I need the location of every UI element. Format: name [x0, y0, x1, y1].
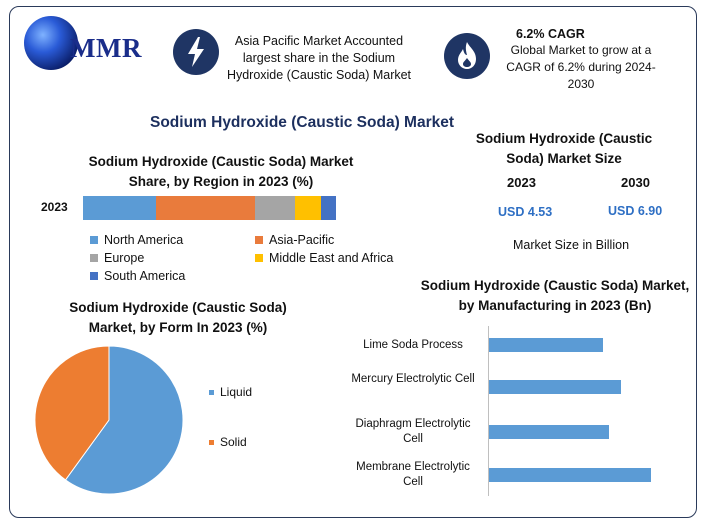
- market-size-unit: Market Size in Billion: [513, 238, 630, 252]
- manufacturing-bar: [489, 425, 609, 439]
- pie-slice-solid: [34, 345, 110, 481]
- market-size-title: Sodium Hydroxide (Caustic Soda) Market S…: [475, 131, 653, 166]
- cagr-title: 6.2% CAGR: [516, 27, 585, 41]
- legend-swatch: [209, 439, 214, 445]
- region-bar-segment-south-america: [320, 196, 336, 220]
- pie-slice-liquid: [64, 345, 184, 495]
- form-pie-chart: [34, 345, 184, 495]
- legend-swatch: [90, 236, 98, 244]
- region-bar-segment-asia-pacific: [156, 196, 256, 220]
- region-chart-title: Sodium Hydroxide (Caustic Soda) Market S…: [88, 154, 354, 189]
- value-2023: USD 4.53: [498, 205, 553, 219]
- legend-item-asia-pacific: Asia-Pacific: [255, 233, 334, 247]
- region-bar-segment-middle-east-and-africa: [295, 196, 321, 220]
- legend-label: South America: [104, 269, 186, 283]
- main-title: Sodium Hydroxide (Caustic Soda) Market: [149, 114, 455, 131]
- cagr-text: Global Market to grow at a CAGR of 6.2% …: [506, 43, 656, 91]
- legend-swatch: [255, 236, 263, 244]
- legend-label: Middle East and Africa: [269, 251, 394, 265]
- legend-item-europe: Europe: [90, 251, 144, 265]
- manufacturing-chart-title: Sodium Hydroxide (Caustic Soda) Market, …: [420, 278, 690, 313]
- manufacturing-bar: [489, 380, 621, 394]
- region-bar-segment-north-america: [83, 196, 157, 220]
- legend-label: Asia-Pacific: [269, 233, 335, 247]
- flame-icon: [458, 42, 476, 69]
- form-chart-title: Sodium Hydroxide (Caustic Soda) Market, …: [69, 300, 287, 335]
- legend-label: Liquid: [220, 385, 253, 399]
- highlight-text: Asia Pacific Market Accounted largest sh…: [226, 34, 412, 82]
- year-2023-label: 2023: [507, 175, 536, 190]
- manufacturing-bar: [489, 468, 651, 482]
- legend-swatch: [90, 272, 98, 280]
- manufacturing-bar: [489, 338, 603, 352]
- legend-swatch: [90, 254, 98, 262]
- legend-swatch: [209, 389, 214, 395]
- legend-item-middle-east-and-africa: Middle East and Africa: [255, 251, 393, 265]
- manufacturing-label: Membrane Electrolytic Cell: [356, 461, 470, 488]
- region-bar-segment-europe: [255, 196, 296, 220]
- infographic-frame: [9, 6, 697, 518]
- lightning-badge: [173, 29, 219, 75]
- flame-badge: [444, 33, 490, 79]
- pie-legend-item-solid: Solid: [209, 435, 247, 449]
- logo-text: MMR: [70, 33, 142, 63]
- pie-legend-item-liquid: Liquid: [209, 385, 252, 399]
- manufacturing-label: Diaphragm Electrolytic Cell: [355, 418, 471, 445]
- legend-item-south-america: South America: [90, 269, 185, 283]
- region-stacked-bar: [83, 196, 336, 220]
- region-category-label: 2023: [41, 200, 68, 214]
- year-2030-label: 2030: [621, 175, 650, 190]
- legend-label: Europe: [104, 251, 145, 265]
- legend-swatch: [255, 254, 263, 262]
- globe-logo-icon: [24, 16, 78, 70]
- lightning-icon: [188, 37, 204, 67]
- manufacturing-axis-line: [488, 326, 489, 496]
- manufacturing-label: Mercury Electrolytic Cell: [351, 373, 475, 385]
- legend-item-north-america: North America: [90, 233, 183, 247]
- value-2030: USD 6.90: [608, 204, 663, 218]
- legend-label: North America: [104, 233, 184, 247]
- legend-label: Solid: [220, 435, 247, 449]
- manufacturing-label: Lime Soda Process: [363, 338, 463, 351]
